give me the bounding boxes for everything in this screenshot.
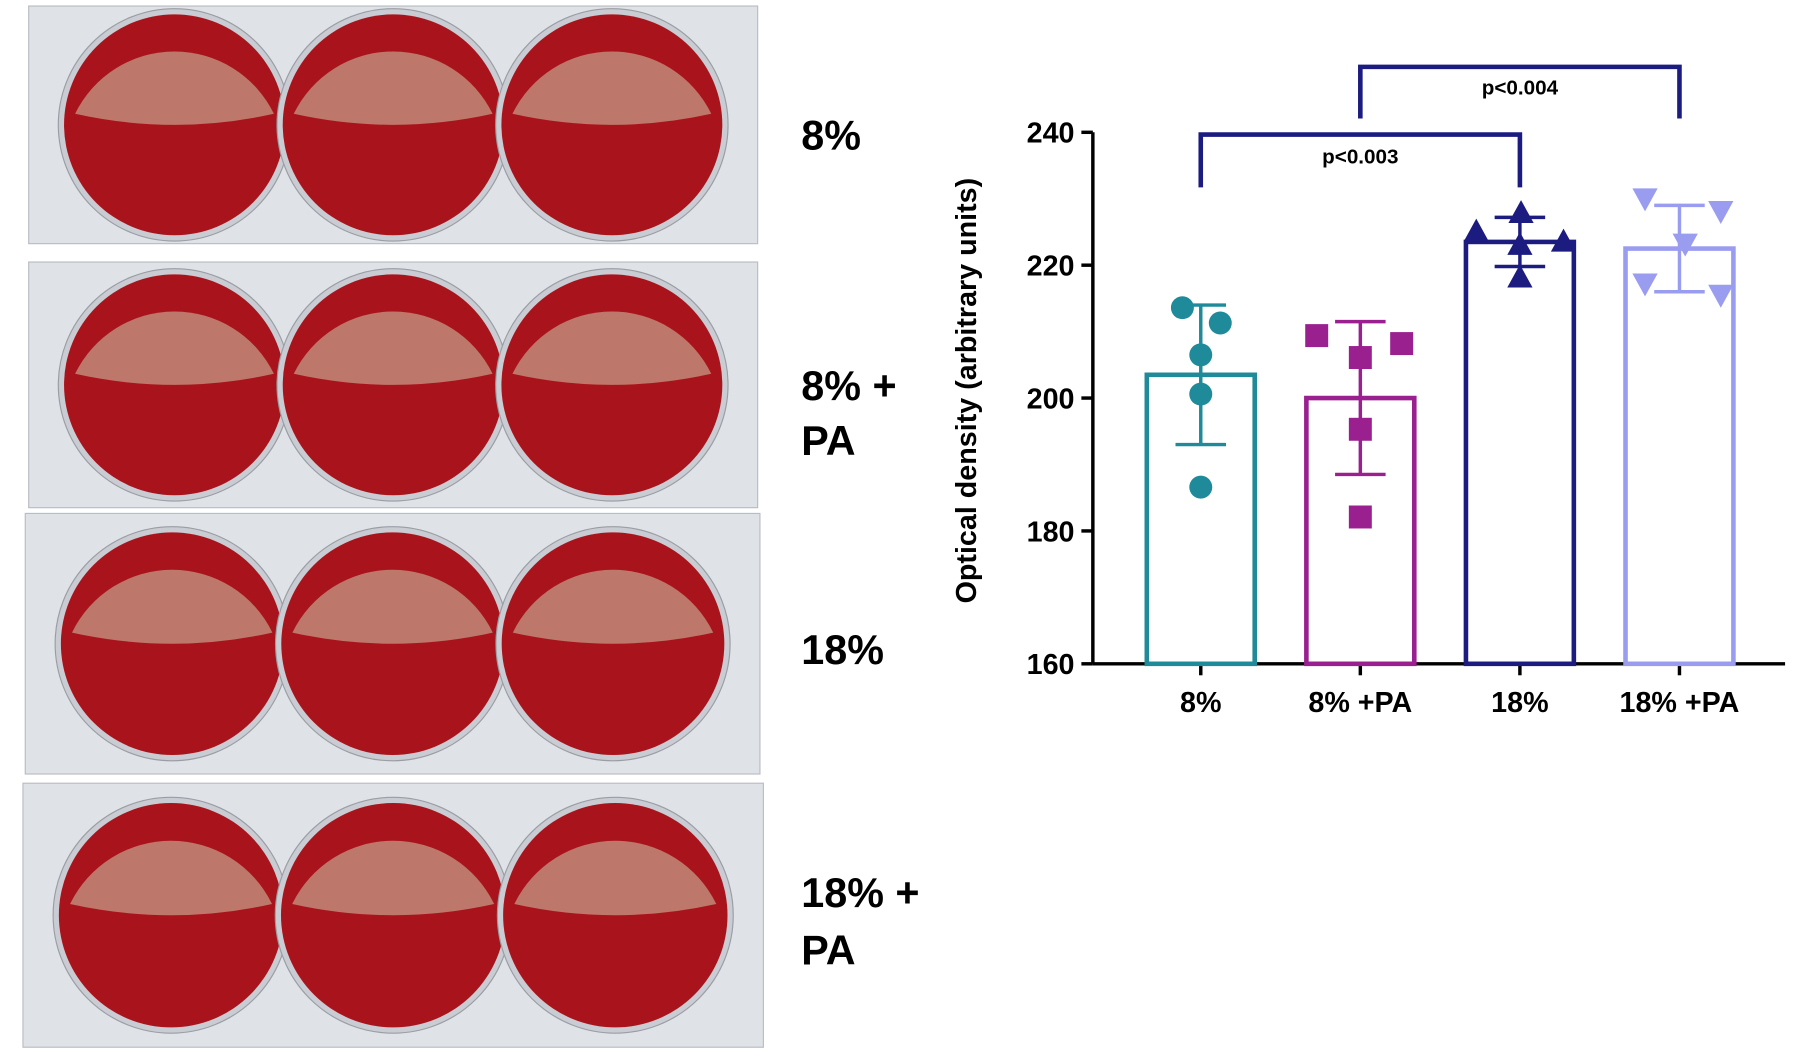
photo-label: 18% [801,627,884,673]
bar [1623,246,1736,667]
data-point [1507,231,1533,255]
photo-label: 8% + [801,363,896,409]
y-tick-label: 160 [1027,649,1075,681]
data-point [1508,200,1534,224]
data-point [1189,382,1213,406]
data-point [1390,332,1414,356]
data-point [1348,346,1372,370]
data-point [1708,201,1734,224]
cell-patch [293,311,493,385]
cell-patch [292,840,495,916]
data-point [1305,324,1329,348]
cell-patch [512,51,712,125]
cell-patch [292,569,493,644]
well-plate-photos [22,5,764,1048]
data-point [1632,188,1658,212]
photo-label: PA [801,418,855,464]
data-point [1550,228,1577,252]
significance-bracket [1358,64,1682,119]
photo-label: 8% [801,113,861,159]
well [501,532,725,756]
cell-patch [70,840,273,916]
cell-patch [512,311,712,385]
data-point [1632,273,1658,297]
significance-label: p<0.004 [1482,76,1559,99]
x-tick-label: 8% [1180,687,1221,719]
cell-patch [293,51,493,125]
data-point [1170,296,1194,320]
x-tick-label: 8% +PA [1308,687,1412,719]
data-point [1708,284,1734,308]
bar [1463,239,1577,667]
cell-patch [75,51,274,125]
data-point [1348,417,1372,441]
y-tick-label: 200 [1027,383,1075,415]
y-tick-label: 220 [1027,251,1075,283]
data-point [1672,233,1698,257]
y-axis-title: Optical density (arbitrary units) [951,178,983,604]
cell-patch [75,311,274,385]
significance-bracket [1198,132,1523,188]
data-point [1189,343,1213,367]
x-tick-label: 18% [1491,687,1548,719]
data-point [1507,264,1533,288]
cell-patch [72,569,273,644]
data-point [1463,218,1489,242]
data-point [1348,505,1372,529]
cell-patch [514,840,717,916]
y-tick-label: 180 [1027,516,1075,548]
photo-label: 18% + [801,870,919,916]
error-bar [1654,203,1705,294]
significance-label: p<0.003 [1322,145,1398,168]
photo-label: PA [801,928,855,974]
data-point [1189,475,1213,499]
x-tick-label: 18% +PA [1620,687,1740,719]
data-point [1208,311,1232,335]
cell-patch [512,569,714,644]
y-tick-label: 240 [1027,118,1075,150]
